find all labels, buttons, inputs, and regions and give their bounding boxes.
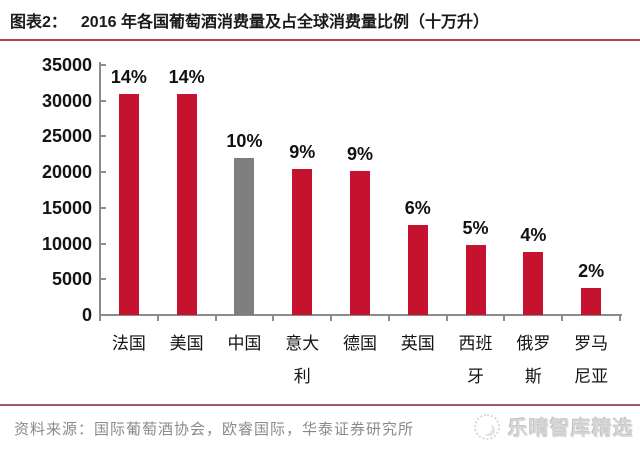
y-axis-tick-label: 10000	[41, 233, 92, 254]
x-axis-category-line: 尼亚	[574, 367, 609, 386]
bar-value-label-china: 10%	[226, 130, 263, 151]
x-axis-tick-mark	[214, 316, 217, 321]
x-axis-category-label-germany: 德国	[329, 327, 391, 360]
x-axis-tick-mark	[387, 316, 390, 321]
y-axis-tick-label: 20000	[41, 162, 92, 183]
y-axis-tick-label: 15000	[41, 197, 92, 218]
y-axis-tick-label: 35000	[41, 55, 92, 75]
source-note: 资料来源：国际葡萄酒协会，欧睿国际，华泰证券研究所	[14, 422, 415, 438]
x-axis-category-label-usa: 美国	[156, 327, 218, 360]
bar-chart: 0 5000 10000 15000 20000 25000 30000 35000 14% 法国…	[41, 55, 622, 393]
x-axis-category-line: 牙	[467, 367, 485, 386]
x-axis-category-line: 德国	[343, 334, 377, 353]
x-axis-category-label-uk: 英国	[387, 327, 449, 360]
y-axis-tick-label: 25000	[41, 126, 92, 147]
y-axis-line	[99, 62, 101, 316]
footer-separator	[0, 404, 640, 406]
watermark: 乐晴智库精选	[474, 412, 634, 441]
bar-germany	[350, 170, 370, 315]
y-axis-tick-mark	[100, 206, 106, 209]
x-axis-category-label-china: 中国	[213, 327, 275, 360]
y-axis-tick-mark	[100, 242, 106, 245]
x-axis-category-label-russia: 俄罗斯	[502, 327, 564, 393]
x-axis-tick-mark	[503, 316, 506, 321]
bar-value-label-usa: 14%	[168, 66, 205, 87]
y-axis-tick-mark	[100, 278, 106, 281]
bar-uk	[407, 225, 428, 315]
bar-spain	[465, 245, 486, 315]
y-axis-tick-mark	[100, 171, 106, 174]
x-axis-tick-mark	[99, 316, 101, 321]
x-axis-category-label-romania: 罗马 尼亚	[560, 327, 622, 393]
bar-russia	[523, 252, 544, 315]
bar-value-label-italy: 9%	[289, 141, 316, 162]
x-axis-tick-mark	[619, 316, 621, 321]
chart-title: 图表2： 2016 年各国葡萄酒消费量及占全球消费量比例（十万升）	[10, 8, 634, 32]
x-axis-category-label-france: 法国	[98, 327, 160, 360]
bar-value-label-germany: 9%	[346, 143, 373, 164]
figure-number-label: 图表2：	[10, 14, 67, 31]
bar-italy	[292, 168, 313, 315]
x-axis-tick-mark	[561, 316, 564, 321]
x-axis-category-line: 中国	[227, 334, 262, 353]
x-axis-category-line: 利	[293, 367, 311, 386]
y-axis-tick-label: 0	[81, 305, 92, 325]
title-underline	[0, 39, 640, 41]
x-axis-tick-mark	[156, 316, 159, 321]
x-axis-category-label-spain: 西班牙	[445, 327, 507, 393]
x-axis-line	[99, 314, 622, 316]
figure-title-text: 2016 年各国葡萄酒消费量及占全球消费量比例（十万升）	[80, 14, 489, 31]
x-axis-category-line: 英国	[400, 334, 435, 353]
x-axis-category-line: 西班	[458, 334, 493, 353]
x-axis-category-line: 俄罗	[516, 334, 551, 353]
x-axis-category-line: 意大	[285, 334, 320, 353]
bar-value-label-france: 14%	[110, 66, 147, 87]
x-axis-category-line: 罗马	[574, 334, 609, 353]
bar-value-label-romania: 2%	[578, 260, 605, 281]
y-axis-tick-mark	[100, 314, 106, 316]
bar-value-label-spain: 5%	[462, 218, 489, 238]
bar-china	[234, 157, 255, 315]
bar-romania	[581, 287, 602, 315]
bar-value-label-russia: 4%	[520, 225, 547, 246]
bar-value-label-uk: 6%	[404, 198, 431, 218]
x-axis-category-line: 法国	[111, 334, 146, 353]
watermark-text: 乐晴智库精选	[508, 418, 634, 440]
x-axis-tick-mark	[272, 316, 275, 321]
x-axis-category-label-italy: 意大利	[271, 327, 333, 393]
y-axis-tick-mark	[100, 99, 106, 102]
bar-usa	[176, 93, 197, 315]
y-axis-tick-label: 5000	[51, 269, 92, 290]
y-axis-tick-label: 30000	[41, 90, 92, 111]
y-axis-tick-mark	[100, 64, 106, 66]
x-axis-tick-mark	[445, 316, 448, 321]
bar-france	[118, 93, 139, 315]
watermark-logo-icon	[474, 413, 500, 440]
x-axis-category-line: 美国	[169, 334, 204, 353]
x-axis-tick-mark	[330, 316, 333, 321]
y-axis-tick-mark	[100, 135, 106, 138]
x-axis-category-line: 斯	[524, 367, 542, 386]
